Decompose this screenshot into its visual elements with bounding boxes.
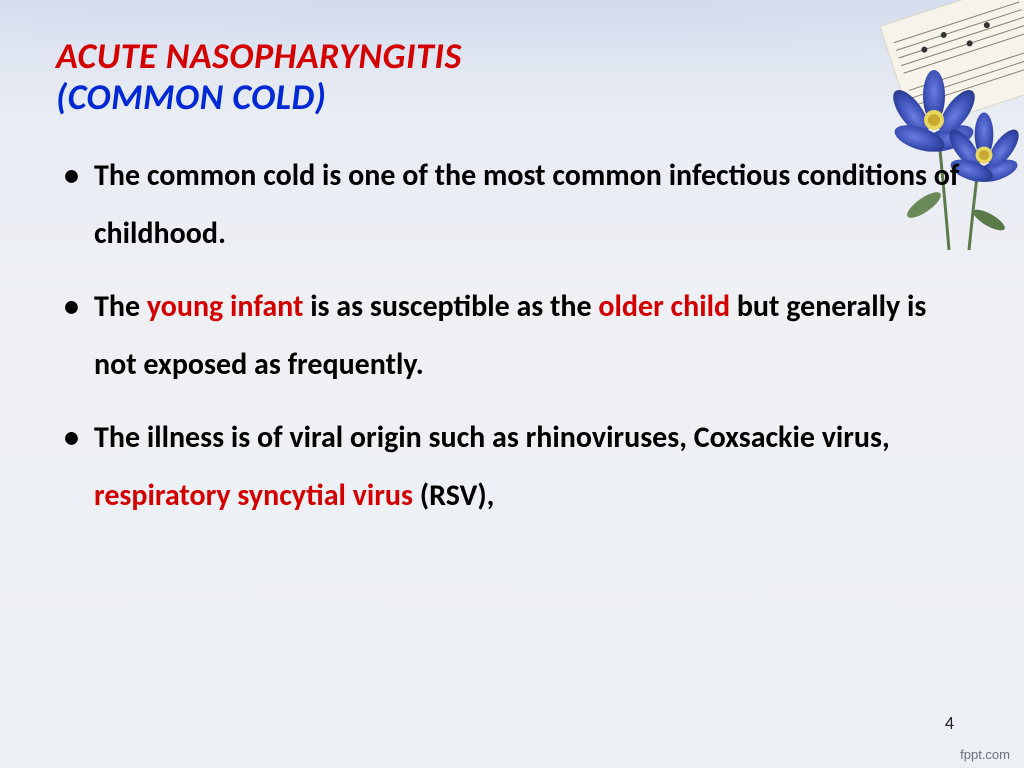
highlight-text: young infant (147, 288, 304, 325)
title-main: ACUTE NASOPHARYNGITIS (56, 36, 968, 77)
body-text: The (94, 288, 147, 325)
bullet-list: The common cold is one of the most commo… (56, 147, 968, 526)
title-block: ACUTE NASOPHARYNGITIS (COMMON COLD) (56, 36, 968, 119)
bullet-item: The young infant is as susceptible as th… (64, 278, 968, 395)
body-text: The illness is of viral origin such as r… (94, 419, 890, 456)
bullet-item: The illness is of viral origin such as r… (64, 409, 968, 526)
bullet-item: The common cold is one of the most commo… (64, 147, 968, 264)
body-text: The common cold is one of the most commo… (94, 157, 959, 253)
page-number: 4 (945, 712, 954, 734)
body-text: is as susceptible as the (303, 288, 598, 325)
highlight-text: older child (598, 288, 730, 325)
watermark: fppt.com (960, 747, 1010, 762)
body-text: (RSV), (413, 477, 494, 514)
slide-content: ACUTE NASOPHARYNGITIS (COMMON COLD) The … (0, 0, 1024, 768)
highlight-text: respiratory syncytial virus (94, 477, 413, 514)
title-subtitle: (COMMON COLD) (56, 77, 968, 118)
